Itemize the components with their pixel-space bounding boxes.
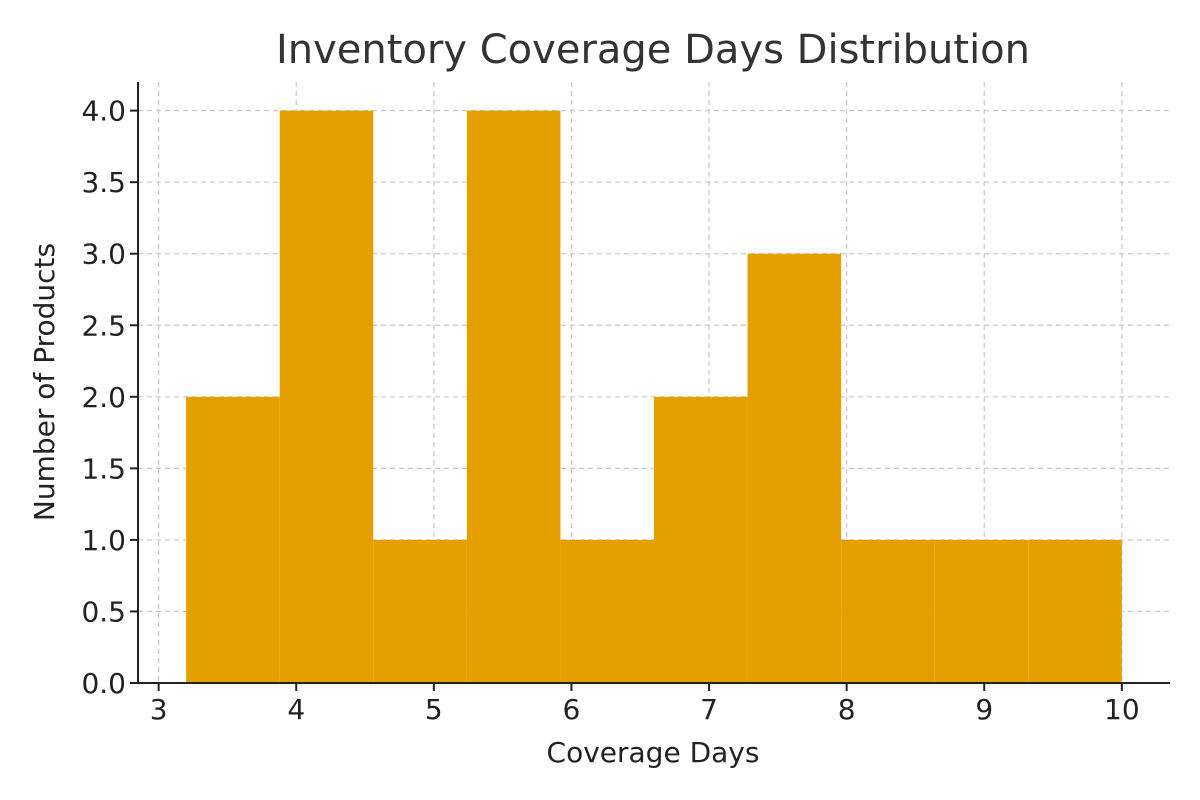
histogram-bar: [934, 539, 1029, 683]
y-tick-label: 0.5: [81, 595, 126, 628]
histogram-bar: [186, 396, 280, 683]
histogram-bar: [654, 396, 748, 683]
y-tick-label: 4.0: [81, 95, 126, 128]
x-axis-label: Coverage Days: [547, 736, 760, 769]
x-tick-label: 8: [838, 693, 856, 726]
bars: [186, 110, 1122, 684]
x-tick-label: 6: [563, 693, 581, 726]
y-tick-label: 1.5: [81, 452, 126, 485]
y-tick-label: 0.0: [81, 667, 126, 700]
histogram-bar: [1028, 539, 1122, 683]
histogram-bar: [841, 539, 935, 683]
y-tick-label: 2.0: [81, 381, 126, 414]
y-tick-label: 1.0: [81, 524, 126, 557]
histogram-bar: [279, 110, 374, 684]
histogram-bar: [560, 539, 654, 683]
y-tick-label: 2.5: [81, 309, 126, 342]
x-tick-label: 5: [425, 693, 443, 726]
tick-labels: 3 4 5 6 7 8 9 10 0.0 0.5 1.0 1.5 2.0 2.5 3.0 3.5 4.0: [81, 95, 1139, 726]
x-tick-label: 10: [1104, 693, 1140, 726]
x-tick-label: 3: [150, 693, 168, 726]
x-tick-label: 7: [700, 693, 718, 726]
y-axis-label: Number of Products: [28, 243, 61, 521]
y-tick-label: 3.5: [81, 166, 126, 199]
histogram-bar: [373, 539, 467, 683]
chart-title: Inventory Coverage Days Distribution: [276, 27, 1030, 73]
histogram-bar: [747, 253, 842, 683]
x-tick-label: 4: [287, 693, 305, 726]
y-tick-label: 3.0: [81, 238, 126, 271]
x-tick-label: 9: [975, 693, 993, 726]
histogram-bar: [466, 110, 561, 684]
axes: [130, 82, 1170, 691]
